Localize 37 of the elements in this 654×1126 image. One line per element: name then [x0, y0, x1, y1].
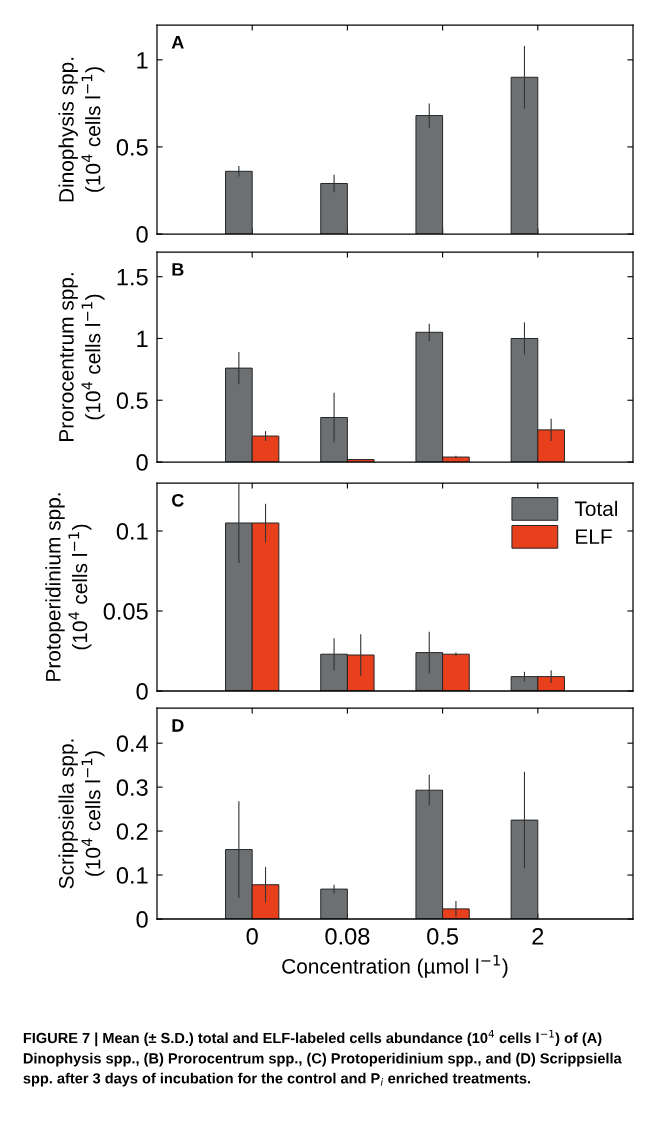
bar [510, 819, 539, 919]
y-tick-label: 0 [136, 226, 148, 243]
x-axis-title: Concentration (µmol l$^{−1}$) [282, 954, 508, 978]
y-axis-title: Protoperidinium spp. (10$^{4}$ cells l$^{−1}$) [45, 493, 92, 681]
bar [225, 170, 253, 234]
y-tick-label: 0.2 [116, 823, 148, 840]
y-tick-label: 0.1 [116, 523, 148, 540]
y-axis-title: Scrippsiella spp. (10$^{4}$ cells l$^{−1}$) [58, 739, 105, 889]
text: FIGURE 7 | Mean (± S.D.) total and ELF-labeled cells abundance (10$^{4}$ cells l$^{−1}$) of (A) Dinophysis spp., (B) Prorocentrum spp., (C) Protoperidinium spp., and (D) Scrippsiella spp. after 3 days of incubation for the control and P$_{i}$ enriched treatments. [23, 1030, 622, 1087]
y-tick-label: 0.1 [116, 867, 148, 884]
y-axis-title: Dinophysis spp. (10$^{4}$ cells l$^{−1}$) [58, 57, 105, 202]
y-tick-label: 0 [136, 454, 148, 471]
annotation: C [172, 493, 184, 507]
y-tick-label: 1 [137, 52, 148, 69]
annotation: B [172, 263, 184, 276]
annotation: A [171, 36, 184, 49]
y-tick-label: 0.5 [116, 138, 148, 156]
x-tick-label: 2 [532, 927, 544, 945]
legend-label: ELF [576, 529, 612, 544]
y-axis-title: Prorocentrum spp. (10$^{4}$ cells l$^{−1}$) [59, 273, 105, 441]
y-tick-label: 1 [137, 330, 148, 348]
annotation: D [172, 719, 184, 732]
y-tick-label: 0 [136, 683, 148, 700]
legend-label: Total [574, 500, 618, 517]
y-tick-label: 0.05 [103, 603, 148, 620]
bar [320, 183, 348, 234]
y-tick-label: 0.3 [116, 779, 148, 796]
y-tick-label: 0.5 [116, 392, 148, 410]
x-tick-label: 0.5 [427, 927, 459, 945]
y-tick-label: 0 [136, 911, 148, 928]
x-tick-label: 0.08 [325, 927, 370, 945]
bar [320, 888, 348, 919]
bar [415, 115, 444, 234]
y-tick-label: 0.4 [116, 735, 148, 752]
bar [510, 76, 539, 234]
x-tick-label: 0 [246, 927, 258, 945]
y-tick-label: 1.5 [117, 269, 148, 286]
